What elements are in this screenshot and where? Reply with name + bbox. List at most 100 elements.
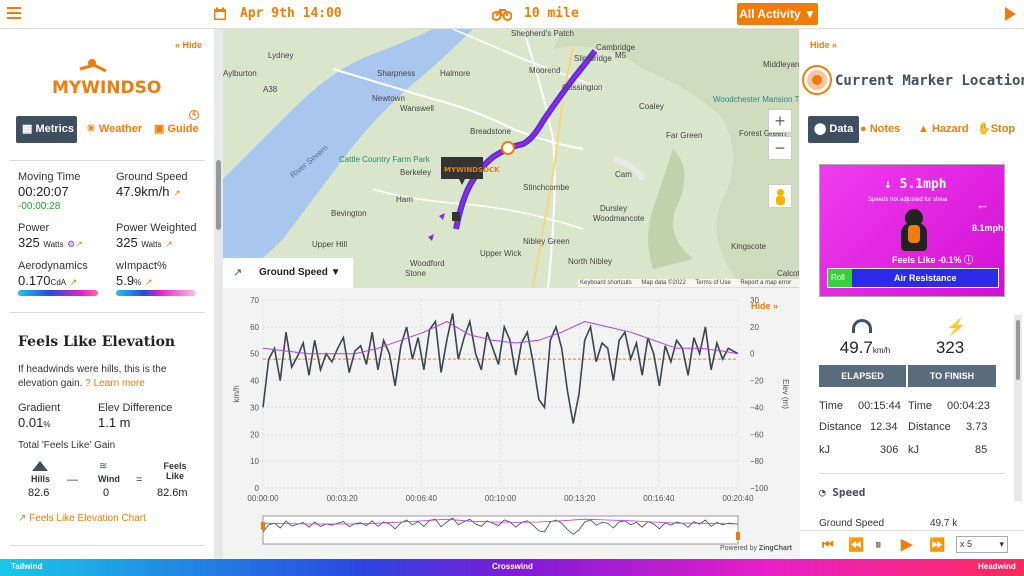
map-data-label: Map data ©2022 (641, 280, 686, 286)
zoom-in-button[interactable]: + (768, 109, 792, 133)
fast-forward-icon[interactable]: ⏩ (929, 537, 946, 552)
rewind-icon[interactable]: ⏪ (848, 537, 865, 552)
elapsed-kj-label: kJ (819, 444, 830, 456)
mountain-icon (32, 461, 48, 471)
map-canvas[interactable]: MYWINDSOCK (223, 29, 799, 288)
chart-dropdown[interactable]: ↗ Ground Speed ▼ (223, 258, 353, 288)
map-label: Gossington (562, 83, 603, 92)
tab-notes[interactable]: ● Notes (860, 123, 901, 135)
finish-time-label: Time (908, 400, 933, 412)
x-tick-label: 00:03:20 (327, 494, 359, 503)
chart-icon[interactable]: ↗ (173, 188, 181, 198)
chart-icon[interactable]: ↗ (165, 239, 173, 249)
map-label: Aylburton (223, 69, 257, 78)
left-scrollbar-thumb[interactable] (216, 160, 221, 230)
wind-label: Wind (98, 474, 120, 484)
wimpact-bar (116, 290, 196, 296)
gradient-label: Gradient (18, 402, 61, 414)
hills-value: 82.6 (28, 487, 50, 499)
tab-hazard[interactable]: ▲ Hazard (918, 123, 969, 135)
left-scrollbar[interactable] (214, 29, 223, 559)
play-icon[interactable]: ▶ (901, 536, 913, 553)
finish-time: 00:04:23 (947, 400, 990, 412)
learn-more-link[interactable]: ? Learn more (85, 378, 145, 389)
tab-data[interactable]: ⬤ Data (808, 116, 860, 143)
map-label: A38 (263, 85, 278, 94)
wimpact-label: wImpact% (116, 260, 167, 272)
playback-speed-select[interactable]: x 5 ▾ (956, 536, 1008, 553)
map-label: Woodchester Mansion Trust (713, 95, 799, 104)
wimpact-value: 5.9% ↗ (116, 273, 153, 288)
gear-icon[interactable]: ⚙ (67, 239, 76, 249)
info-icon[interactable]: ⓘ (964, 255, 974, 265)
all-activity-button[interactable]: All Activity ▼ (737, 3, 818, 25)
feels-like-desc: If headwinds were hills, this is the ele… (18, 364, 167, 389)
overview-handle-left[interactable] (261, 522, 265, 530)
play-icon[interactable] (1005, 7, 1016, 21)
map-label: Kingscote (731, 242, 767, 251)
y-axis-label: km/h (232, 385, 241, 402)
report-error-link[interactable]: Report a map error (740, 280, 792, 286)
wind-value: 0 (103, 487, 110, 499)
elapsed-kj: 306 (880, 444, 899, 456)
chart-icon[interactable]: ↗ (75, 239, 83, 249)
map-label: Newtown (372, 94, 405, 103)
route-label[interactable]: 10 mile (524, 6, 579, 21)
map-label: Slimbridge (574, 54, 612, 63)
tab-weather[interactable]: ☀ Weather (86, 123, 143, 135)
current-marker[interactable] (501, 141, 515, 155)
tab-stop[interactable]: ✋Stop (977, 123, 1016, 135)
right-scrollbar[interactable] (1014, 315, 1022, 501)
moving-time-delta: -00:00:28 (18, 201, 61, 212)
map-label: Stinchcombe (523, 183, 570, 192)
current-speed: 49.7km/h (839, 338, 891, 357)
x-tick-label: 00:00:00 (247, 494, 279, 503)
map-label: Sharpness (377, 69, 416, 78)
finish-flag-icon (452, 212, 460, 221)
pin-icon: ⬤ (814, 123, 830, 135)
terms-link[interactable]: Terms of Use (695, 280, 731, 286)
chart-icon[interactable]: ↗ (144, 277, 153, 287)
x-tick-label: 00:13:20 (564, 494, 596, 503)
hide-right-button[interactable]: Hide » (810, 40, 838, 50)
map-label: Lydney (268, 51, 294, 60)
tab-guide[interactable]: ▣ Guide 4 (154, 110, 199, 135)
chart-icon: ↗ (18, 513, 27, 524)
question-icon: ? (85, 378, 91, 389)
map-label: Middleyard (763, 60, 799, 69)
chart-icon[interactable]: ↗ (69, 277, 78, 287)
total-gain-label: Total 'Feels Like' Gain (18, 440, 116, 451)
marker-logo-text: MYWINDSOCK (444, 166, 500, 174)
chart-hide-button[interactable]: Hide » (751, 301, 779, 311)
chart-svg[interactable]: 0 10 20 30 40 50 60 70 30 20 0 −20 −40 −60 −80 −100 00:0… (223, 258, 799, 559)
keyboard-shortcuts-link[interactable]: Keyboard shortcuts (580, 280, 632, 286)
map-label: Dursley (600, 204, 628, 213)
wind-legend-bar: Tailwind Crosswind Headwind (0, 559, 1024, 576)
hand-icon: ✋ (977, 123, 991, 135)
equals-sign: = (136, 474, 143, 486)
feels-like-chart-link[interactable]: ↗ Feels Like Elevation Chart (18, 513, 146, 524)
feels-like-pct: Feels Like -0.1% ⓘ (892, 255, 974, 265)
street-view-icon[interactable] (768, 184, 792, 208)
hide-left-button[interactable]: « Hide (175, 40, 203, 50)
right-scrollbar-thumb[interactable] (1016, 320, 1020, 380)
map-label: Cattle Country Farm Park (339, 155, 430, 164)
map-label: Calcot (777, 269, 799, 278)
y-tick-label: 0 (255, 484, 260, 493)
moving-time-label: Moving Time (18, 171, 81, 183)
overview-handle-right[interactable] (736, 532, 740, 540)
pause-icon[interactable]: ⏸ (875, 537, 882, 552)
zoom-out-button[interactable]: − (768, 136, 792, 160)
divider (10, 545, 205, 546)
menu-icon[interactable] (7, 7, 21, 21)
tab-metrics[interactable]: ▦ Metrics (16, 116, 77, 143)
logo: MYWINDSOCK (52, 59, 162, 98)
skip-back-icon[interactable]: ⏮ (822, 537, 834, 552)
moving-time-value: 00:20:07 (18, 184, 69, 199)
date-label[interactable]: Apr 9th 14:00 (240, 6, 342, 21)
hills-label: Hills (31, 474, 51, 484)
map[interactable]: MYWINDSOCK Lydney Shepherd's Patch Cambr… (223, 29, 799, 288)
top-bar: Apr 9th 14:00 10 mile All Activity ▼ (0, 0, 1024, 29)
arrow-left-icon: ← (976, 197, 989, 212)
speed-series-line (262, 313, 739, 424)
